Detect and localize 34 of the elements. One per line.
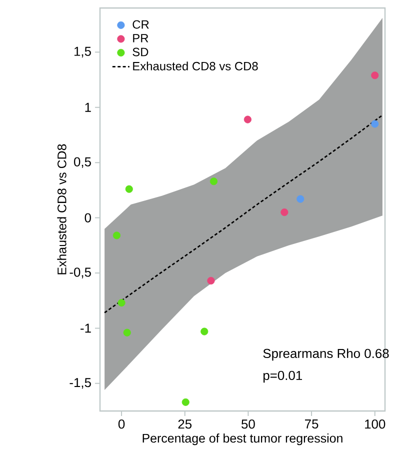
point [280, 208, 288, 216]
point [118, 299, 126, 307]
x-axis-title: Percentage of best tumor regression [142, 434, 342, 446]
y-tick-label: 1 [85, 102, 91, 112]
point [182, 398, 190, 406]
y-tick-label: 1,5 [74, 46, 91, 58]
legend-label: PR [133, 34, 148, 42]
annotation: Sprearmans Rho 0.68 [263, 348, 389, 361]
legend-label: CR [132, 20, 149, 29]
point [207, 276, 215, 284]
y-tick-label: -1 [80, 324, 91, 333]
y-tick-label: 0,5 [74, 157, 91, 168]
point [296, 195, 304, 203]
x-tick-label: 0 [118, 420, 125, 429]
line-series [104, 114, 384, 314]
y-tick-label: 0 [84, 213, 91, 222]
point [125, 185, 133, 193]
x-tick-label: 100 [365, 420, 386, 429]
point [371, 120, 379, 128]
point [210, 178, 218, 186]
x-tick-label: 25 [178, 420, 192, 429]
y-axis-title: Exhausted CD8 vs CD8 [57, 144, 66, 274]
annotation: p=0.01 [263, 370, 302, 383]
point [123, 328, 131, 336]
point [200, 328, 208, 336]
y-tick-label: -1,5 [70, 378, 91, 389]
point [371, 72, 379, 80]
y-tick-label: -0,5 [70, 268, 91, 278]
legend-label: SD [132, 48, 148, 56]
point [112, 232, 121, 240]
point [244, 116, 252, 124]
legend-label: Exhausted CD8 vs CD8 [133, 62, 258, 70]
x-tick-label: 75 [305, 420, 318, 429]
x-tick-label: 50 [242, 420, 255, 429]
